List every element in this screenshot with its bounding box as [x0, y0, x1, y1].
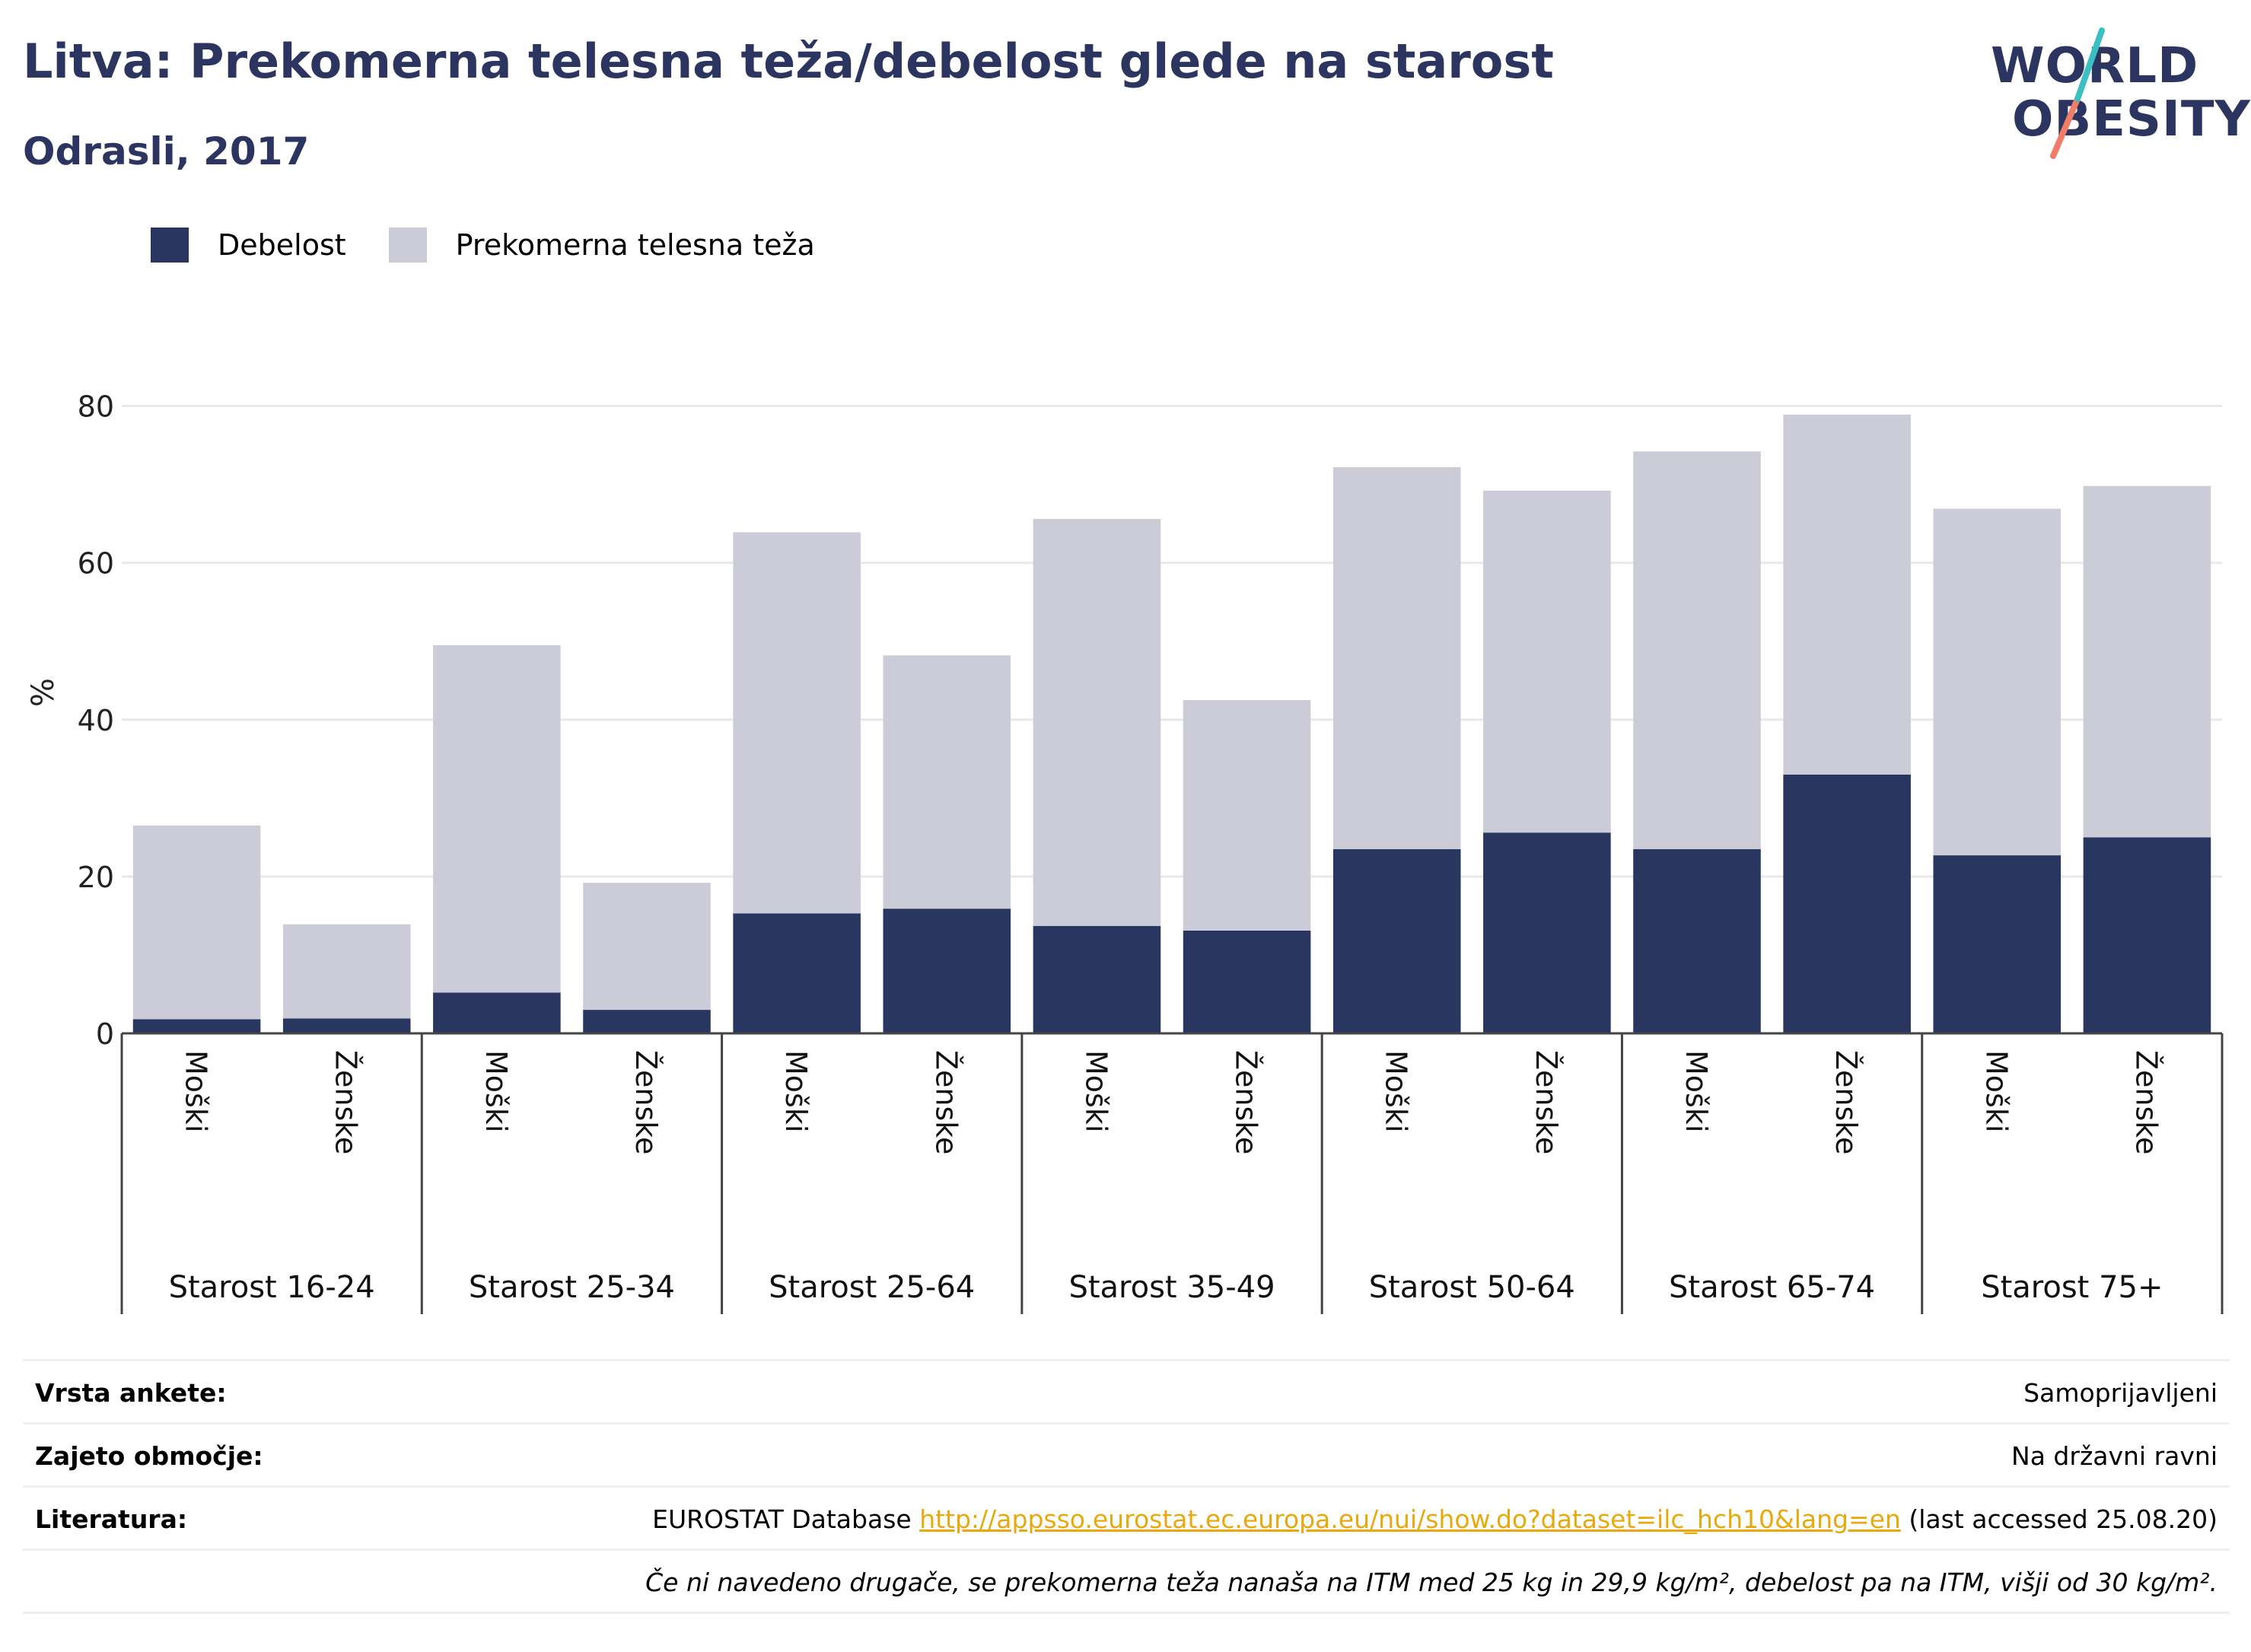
bar-overweight [433, 645, 561, 993]
x-sex-label: Moški [779, 1050, 813, 1132]
bar-obesity [1483, 832, 1611, 1033]
legend-label-overweight: Prekomerna telesna teža [455, 228, 815, 262]
x-group-label: Starost 25-64 [769, 1270, 975, 1305]
bar-obesity [433, 992, 561, 1033]
bar-overweight [282, 924, 411, 1019]
bar-obesity [583, 1010, 711, 1033]
legend-label-obesity: Debelost [218, 228, 346, 262]
y-tick-label: 20 [78, 861, 114, 894]
x-group-label: Starost 50-64 [1369, 1270, 1575, 1305]
legend-item-overweight: Prekomerna telesna teža [388, 228, 815, 263]
x-sex-label: Ženske [1530, 1050, 1563, 1154]
coverage-label: Zajeto območje: [35, 1441, 263, 1471]
bar-overweight [883, 655, 1011, 909]
x-group-label: Starost 65-74 [1669, 1270, 1875, 1305]
bar-overweight [1033, 518, 1161, 926]
literature-suffix: (last accessed 25.08.20) [1900, 1504, 2218, 1534]
bar-overweight [583, 883, 711, 1011]
legend-swatch-overweight [388, 228, 427, 263]
bar-overweight [1633, 451, 1761, 849]
bar-obesity [282, 1018, 411, 1033]
definition-note: Če ni navedeno drugače, se prekomerna te… [645, 1568, 2218, 1597]
y-tick-label: 60 [78, 547, 114, 581]
survey-type-value: Samoprijavljeni [2023, 1378, 2218, 1408]
literature-link[interactable]: http://appsso.eurostat.ec.europa.eu/nui/… [919, 1504, 1901, 1534]
bar-obesity [733, 913, 861, 1033]
legend-item-obesity: Debelost [151, 228, 346, 263]
chart-title: Litva: Prekomerna telesna teža/debelost … [23, 33, 1554, 89]
info-row-coverage: Zajeto območje: Na državni ravni [23, 1422, 2230, 1485]
x-group-label: Starost 16-24 [169, 1270, 375, 1305]
x-sex-label: Moški [479, 1050, 513, 1132]
legend-swatch-obesity [151, 228, 189, 263]
bar-overweight [2083, 485, 2211, 838]
info-table: Vrsta ankete: Samoprijavljeni Zajeto obm… [23, 1359, 2230, 1614]
y-tick-label: 0 [96, 1017, 114, 1051]
bar-obesity [2083, 837, 2211, 1033]
bar-obesity [1933, 855, 2062, 1033]
x-group-label: Starost 35-49 [1068, 1270, 1275, 1305]
y-tick-label: 40 [78, 704, 114, 737]
x-sex-label: Ženske [1829, 1050, 1863, 1154]
x-sex-label: Ženske [1230, 1050, 1263, 1154]
bar-obesity [1183, 930, 1311, 1033]
chart-legend: Debelost Prekomerna telesna teža [151, 226, 858, 264]
literature-label: Literatura: [35, 1504, 188, 1534]
bar-overweight [733, 532, 861, 914]
coverage-value: Na državni ravni [2011, 1441, 2218, 1471]
bar-obesity [1033, 925, 1161, 1033]
info-row-literature: Literatura: EUROSTAT Database http://app… [23, 1485, 2230, 1549]
x-sex-label: Moški [1679, 1050, 1713, 1132]
survey-type-label: Vrsta ankete: [35, 1378, 227, 1408]
x-sex-label: Ženske [629, 1050, 663, 1154]
y-axis-title: % [26, 678, 61, 707]
bar-overweight [1332, 466, 1461, 849]
bar-overweight [1183, 700, 1311, 931]
bar-overweight [1483, 490, 1611, 833]
literature-prefix: EUROSTAT Database [652, 1504, 920, 1534]
bar-obesity [1332, 848, 1461, 1033]
x-sex-label: Moški [1079, 1050, 1113, 1132]
x-sex-label: Ženske [2129, 1050, 2163, 1154]
bar-overweight [1933, 508, 2062, 856]
x-sex-label: Ženske [330, 1050, 363, 1154]
bar-chart: 0 20 40 60 80% Moški Ženske Moški Ženske Moški Žen… [26, 390, 2224, 1314]
x-sex-label: Moški [180, 1050, 213, 1132]
x-group-label: Starost 75+ [1981, 1270, 2163, 1305]
x-sex-label: Moški [1380, 1050, 1413, 1132]
bar-obesity [1783, 774, 1911, 1033]
logo-text-line2: OBESITY [2012, 91, 2251, 148]
chart-subtitle: Odrasli, 2017 [23, 129, 310, 173]
x-group-label: Starost 25-34 [469, 1270, 675, 1305]
logo-slash-icon [2050, 27, 2105, 159]
bar-overweight [132, 825, 261, 1020]
bar-obesity [1633, 848, 1761, 1033]
x-sex-label: Ženske [929, 1050, 963, 1154]
world-obesity-logo: WORLD OBESITY [1979, 23, 2250, 167]
x-sex-label: Moški [1979, 1050, 2013, 1132]
literature-value: EUROSTAT Database http://appsso.eurostat… [652, 1504, 2218, 1534]
info-row-survey: Vrsta ankete: Samoprijavljeni [23, 1359, 2230, 1422]
bar-obesity [883, 909, 1011, 1033]
bar-overweight [1783, 414, 1911, 775]
info-row-note: Če ni navedeno drugače, se prekomerna te… [23, 1549, 2230, 1614]
bar-obesity [132, 1019, 261, 1033]
y-tick-label: 80 [78, 390, 114, 424]
